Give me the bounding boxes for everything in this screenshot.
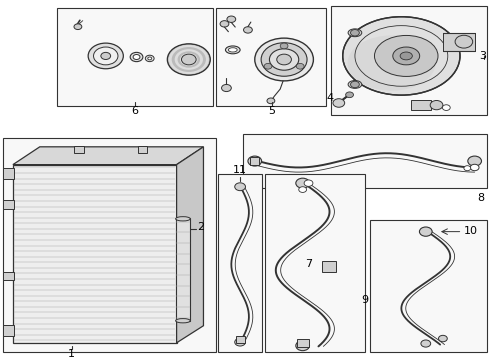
Circle shape bbox=[304, 180, 313, 186]
Ellipse shape bbox=[255, 38, 314, 81]
Circle shape bbox=[227, 16, 236, 22]
Ellipse shape bbox=[347, 35, 436, 91]
Text: 6: 6 bbox=[131, 106, 139, 116]
Bar bbox=[3, 138, 216, 352]
Ellipse shape bbox=[180, 53, 197, 66]
Circle shape bbox=[235, 183, 245, 191]
Bar bbox=[3, 200, 14, 209]
Ellipse shape bbox=[168, 44, 210, 75]
Circle shape bbox=[345, 92, 353, 98]
Circle shape bbox=[74, 24, 82, 30]
Bar bbox=[3, 271, 14, 280]
Bar bbox=[331, 6, 487, 115]
Circle shape bbox=[235, 338, 245, 346]
Polygon shape bbox=[176, 147, 203, 343]
Circle shape bbox=[244, 27, 252, 33]
Text: 8: 8 bbox=[477, 193, 485, 203]
Circle shape bbox=[333, 99, 344, 107]
Circle shape bbox=[296, 178, 310, 188]
Ellipse shape bbox=[343, 17, 460, 95]
Ellipse shape bbox=[270, 49, 299, 70]
Text: 11: 11 bbox=[233, 165, 247, 175]
Text: 5: 5 bbox=[269, 106, 275, 116]
Polygon shape bbox=[13, 147, 203, 165]
Text: 1: 1 bbox=[68, 348, 75, 359]
Bar bbox=[243, 134, 487, 188]
Ellipse shape bbox=[133, 54, 140, 59]
Bar bbox=[3, 168, 14, 179]
Text: 3: 3 bbox=[479, 51, 486, 61]
Bar bbox=[218, 174, 262, 352]
Ellipse shape bbox=[176, 50, 201, 69]
Ellipse shape bbox=[400, 52, 413, 60]
Bar bbox=[443, 33, 475, 51]
Circle shape bbox=[439, 335, 447, 342]
Bar bbox=[138, 146, 147, 153]
Ellipse shape bbox=[130, 52, 143, 62]
Circle shape bbox=[421, 340, 431, 347]
Circle shape bbox=[296, 341, 310, 351]
Text: 2: 2 bbox=[197, 222, 204, 232]
Ellipse shape bbox=[168, 44, 210, 75]
Text: 10: 10 bbox=[464, 226, 478, 235]
Ellipse shape bbox=[277, 54, 292, 65]
Circle shape bbox=[221, 85, 231, 91]
Ellipse shape bbox=[148, 57, 152, 60]
Text: 7: 7 bbox=[306, 260, 313, 269]
Polygon shape bbox=[13, 165, 176, 343]
Bar bbox=[322, 261, 336, 271]
Bar bbox=[369, 220, 487, 352]
Ellipse shape bbox=[348, 29, 362, 37]
Circle shape bbox=[442, 105, 450, 111]
Circle shape bbox=[468, 156, 482, 166]
Bar bbox=[297, 339, 310, 347]
Circle shape bbox=[299, 187, 307, 193]
Ellipse shape bbox=[88, 43, 123, 69]
Text: 9: 9 bbox=[361, 295, 368, 305]
Bar bbox=[250, 157, 259, 165]
Ellipse shape bbox=[174, 49, 203, 70]
Circle shape bbox=[350, 81, 359, 87]
Bar bbox=[411, 100, 431, 111]
Circle shape bbox=[470, 164, 479, 171]
Ellipse shape bbox=[173, 49, 204, 71]
Text: 4: 4 bbox=[327, 93, 334, 103]
Ellipse shape bbox=[348, 81, 362, 88]
Bar bbox=[216, 8, 326, 106]
Bar bbox=[3, 325, 14, 336]
Bar bbox=[57, 8, 213, 106]
Circle shape bbox=[430, 100, 443, 110]
Circle shape bbox=[350, 30, 359, 36]
Ellipse shape bbox=[181, 54, 196, 65]
Bar bbox=[175, 218, 190, 321]
Ellipse shape bbox=[175, 217, 190, 221]
Circle shape bbox=[419, 227, 432, 236]
Ellipse shape bbox=[94, 47, 118, 65]
Ellipse shape bbox=[101, 52, 111, 59]
Circle shape bbox=[264, 63, 272, 69]
Ellipse shape bbox=[393, 47, 419, 65]
Ellipse shape bbox=[146, 55, 154, 62]
Ellipse shape bbox=[177, 51, 200, 68]
Ellipse shape bbox=[374, 35, 438, 76]
Ellipse shape bbox=[169, 45, 209, 74]
Bar bbox=[74, 146, 84, 153]
Ellipse shape bbox=[172, 47, 206, 72]
Ellipse shape bbox=[175, 319, 190, 323]
Circle shape bbox=[280, 43, 288, 49]
Bar bbox=[236, 336, 245, 343]
Ellipse shape bbox=[228, 48, 237, 52]
Ellipse shape bbox=[225, 46, 240, 54]
Bar bbox=[265, 174, 365, 352]
Circle shape bbox=[220, 21, 229, 27]
Ellipse shape bbox=[171, 46, 207, 73]
Ellipse shape bbox=[261, 43, 307, 76]
Circle shape bbox=[296, 63, 304, 69]
Circle shape bbox=[267, 98, 275, 104]
Circle shape bbox=[455, 35, 473, 48]
Circle shape bbox=[464, 166, 471, 171]
Circle shape bbox=[248, 156, 262, 166]
